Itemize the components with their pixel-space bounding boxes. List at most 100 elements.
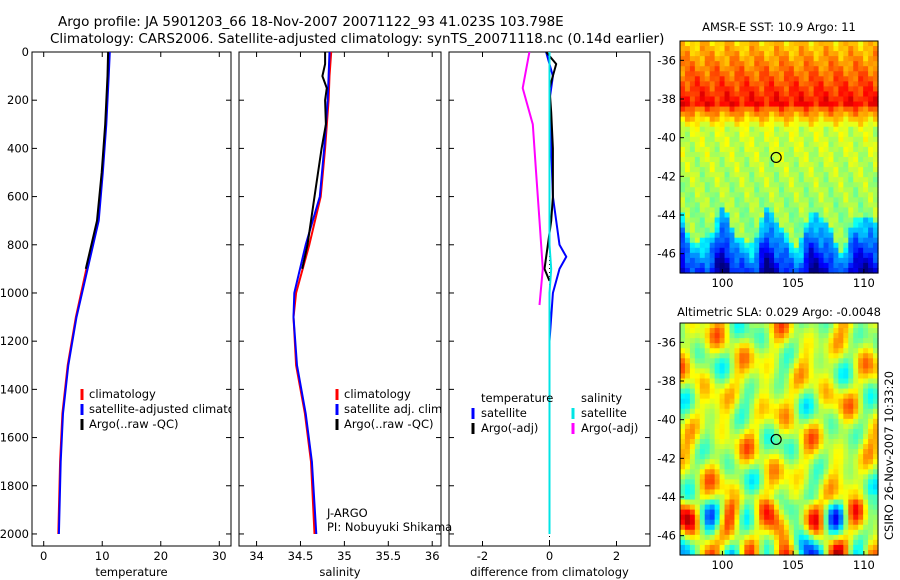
heatmap-cell xyxy=(833,388,839,395)
heatmap-cell xyxy=(709,418,716,425)
heatmap-cell xyxy=(709,267,716,274)
heatmap-cell xyxy=(714,499,721,506)
heatmap-cell xyxy=(793,544,800,551)
heatmap-cell xyxy=(680,247,686,254)
heatmap-cell xyxy=(858,51,864,57)
heatmap-cell xyxy=(689,151,696,158)
heatmap-cell xyxy=(689,262,696,269)
heatmap-cell xyxy=(873,348,879,354)
heatmap-cell xyxy=(803,61,810,67)
heatmap-cell xyxy=(689,423,696,430)
heatmap-cell xyxy=(749,267,755,274)
heatmap-cell xyxy=(798,433,805,440)
heatmap-cell xyxy=(873,247,879,254)
heatmap-cell xyxy=(709,514,716,521)
heatmap-cell xyxy=(818,514,825,521)
heatmap-cell xyxy=(680,529,686,536)
heatmap-cell xyxy=(684,222,691,229)
heatmap-cell xyxy=(709,172,716,178)
y-tick-label: -46 xyxy=(657,247,676,261)
heatmap-cell xyxy=(759,509,765,516)
heatmap-cell xyxy=(779,212,785,219)
heatmap-cell xyxy=(783,86,790,93)
heatmap-cell xyxy=(769,131,775,138)
heatmap-cell xyxy=(759,151,765,158)
heatmap-cell xyxy=(680,111,686,118)
heatmap-cell xyxy=(754,192,760,198)
heatmap-cell xyxy=(774,207,780,214)
heatmap-cell xyxy=(749,323,755,329)
heatmap-cell xyxy=(694,187,701,193)
heatmap-cell xyxy=(689,378,696,385)
heatmap-cell xyxy=(828,146,835,153)
heatmap-cell xyxy=(813,423,820,430)
heatmap-cell xyxy=(793,46,800,52)
heatmap-cell xyxy=(788,343,795,349)
heatmap-cell xyxy=(694,192,701,198)
heatmap-cell xyxy=(689,509,696,516)
heatmap-cell xyxy=(724,157,731,163)
heatmap-cell xyxy=(719,454,726,460)
heatmap-cell xyxy=(689,242,696,249)
heatmap-cell xyxy=(833,343,839,349)
heatmap-cell xyxy=(873,106,879,113)
heatmap-cell xyxy=(793,106,800,113)
heatmap-cell xyxy=(868,363,874,369)
heatmap-cell xyxy=(714,91,721,98)
heatmap-cell xyxy=(803,439,810,445)
y-tick-label: 600 xyxy=(7,190,29,204)
heatmap-cell xyxy=(868,449,874,455)
sst_map-image xyxy=(680,41,879,274)
heatmap-cell xyxy=(808,549,815,556)
heatmap-cell xyxy=(838,252,844,259)
heatmap-cell xyxy=(798,172,805,178)
heatmap-cell xyxy=(704,428,711,435)
heatmap-cell xyxy=(729,328,736,334)
heatmap-cell xyxy=(684,413,691,420)
heatmap-cell xyxy=(843,162,849,168)
heatmap-cell xyxy=(774,464,780,470)
difference-series-salinity-argo-adj- xyxy=(521,51,544,306)
heatmap-cell xyxy=(838,131,844,138)
heatmap-cell xyxy=(788,549,795,556)
heatmap-cell xyxy=(759,459,765,465)
heatmap-cell xyxy=(724,534,731,541)
heatmap-cell xyxy=(863,544,869,551)
heatmap-cell xyxy=(823,428,830,435)
heatmap-cell xyxy=(714,484,721,491)
heatmap-cell xyxy=(744,323,750,329)
heatmap-cell xyxy=(823,247,830,254)
heatmap-cell xyxy=(709,338,716,344)
heatmap-cell xyxy=(709,348,716,354)
heatmap-cell xyxy=(793,182,800,188)
heatmap-cell xyxy=(783,136,790,143)
heatmap-cell xyxy=(709,187,716,193)
heatmap-cell xyxy=(754,121,760,128)
heatmap-cell xyxy=(873,227,879,234)
heatmap-cell xyxy=(843,469,849,475)
heatmap-cell xyxy=(843,267,849,274)
heatmap-cell xyxy=(803,338,810,344)
heatmap-cell xyxy=(769,474,775,480)
heatmap-cell xyxy=(739,162,745,168)
heatmap-cell xyxy=(769,202,775,209)
x-tick-label: 105 xyxy=(782,558,804,572)
heatmap-cell xyxy=(788,504,795,511)
heatmap-cell xyxy=(788,449,795,455)
heatmap-cell xyxy=(714,393,721,400)
heatmap-cell xyxy=(699,504,706,511)
heatmap-cell xyxy=(680,106,686,113)
heatmap-cell xyxy=(858,41,864,47)
heatmap-cell xyxy=(769,514,775,521)
heatmap-cell xyxy=(853,56,859,62)
heatmap-cell xyxy=(764,403,770,410)
heatmap-cell xyxy=(709,101,716,108)
heatmap-cell xyxy=(774,368,780,375)
heatmap-cell xyxy=(764,328,770,334)
heatmap-cell xyxy=(793,121,800,128)
heatmap-cell xyxy=(704,202,711,209)
x-axis-label: difference from climatology xyxy=(470,565,629,579)
heatmap-cell xyxy=(858,474,864,480)
heatmap-cell xyxy=(680,162,686,168)
heatmap-cell xyxy=(873,469,879,475)
